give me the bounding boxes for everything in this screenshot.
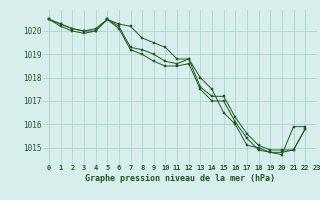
X-axis label: Graphe pression niveau de la mer (hPa): Graphe pression niveau de la mer (hPa) — [85, 174, 275, 183]
